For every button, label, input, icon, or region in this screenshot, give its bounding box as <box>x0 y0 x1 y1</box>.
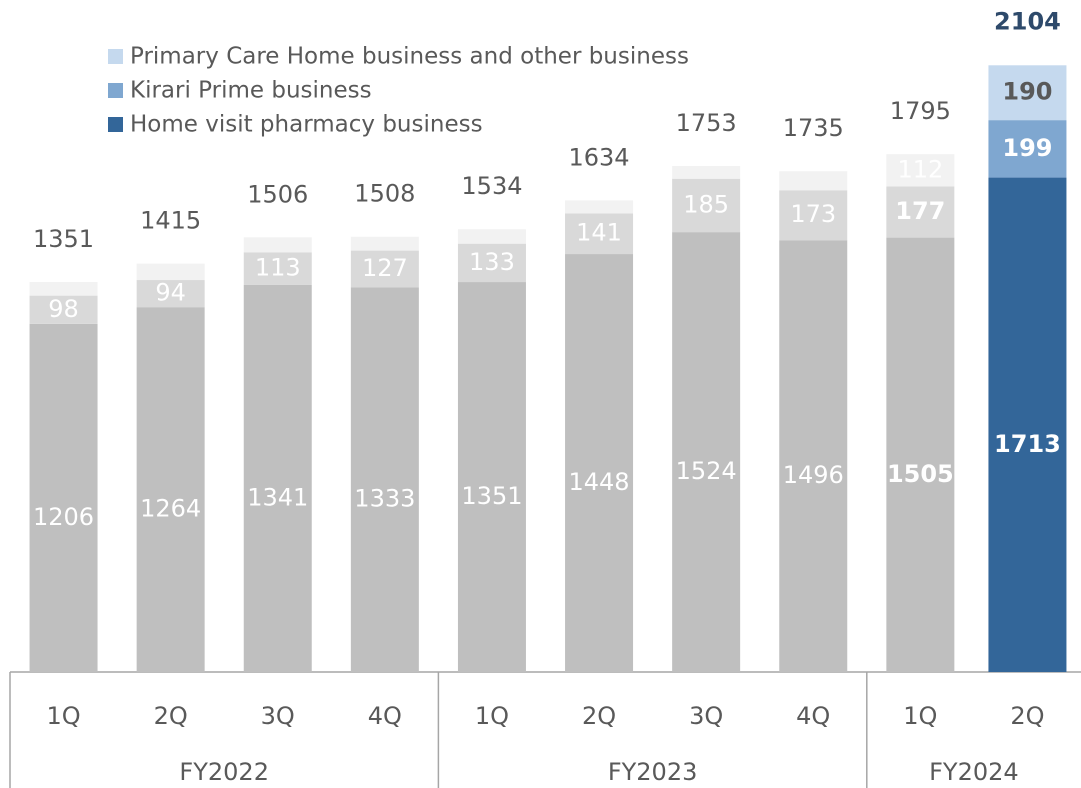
bar-segment <box>243 252 312 285</box>
bar-segment <box>779 171 848 191</box>
data-label: 133 <box>469 248 515 276</box>
data-label: 185 <box>683 190 729 218</box>
total-label: 1508 <box>354 180 415 208</box>
x-tick-label: 4Q <box>368 702 402 730</box>
data-label: 1341 <box>247 483 308 511</box>
data-label: 1448 <box>569 468 630 496</box>
bar-segment <box>988 177 1067 672</box>
data-label: 1713 <box>994 430 1061 458</box>
bar-segment <box>136 263 205 281</box>
data-label: 141 <box>576 219 622 247</box>
group-label: FY2024 <box>929 758 1019 786</box>
x-tick-label: 4Q <box>796 702 830 730</box>
bar-segment <box>779 190 848 241</box>
total-label: 1753 <box>676 109 737 137</box>
data-label: 1351 <box>461 482 522 510</box>
data-label: 127 <box>362 254 408 282</box>
bar-segment <box>350 250 419 288</box>
x-tick-label: 3Q <box>689 702 723 730</box>
total-label: 1634 <box>569 143 630 171</box>
bar-segment <box>886 186 955 238</box>
bar-segment <box>29 295 98 324</box>
bar-segment <box>350 236 419 251</box>
bar-segment <box>29 323 98 672</box>
data-label: 1505 <box>887 460 954 488</box>
data-label: 177 <box>895 197 945 225</box>
x-tick-label: 2Q <box>154 702 188 730</box>
x-tick-label: 1Q <box>46 702 80 730</box>
bar-segment <box>457 282 526 672</box>
data-label: 199 <box>1002 134 1052 162</box>
total-label: 1415 <box>140 207 201 235</box>
group-label: FY2023 <box>608 758 698 786</box>
bar-segment <box>672 232 741 673</box>
data-label: 190 <box>1002 78 1052 106</box>
bar-segment <box>565 200 634 214</box>
x-tick-label: 1Q <box>903 702 937 730</box>
bar-segment <box>350 287 419 672</box>
bar-segment <box>672 178 741 233</box>
bar-segment <box>243 237 312 253</box>
total-label: 1795 <box>890 97 951 125</box>
legend-swatch <box>108 49 123 64</box>
total-label: 1351 <box>33 225 94 253</box>
group-label: FY2022 <box>179 758 269 786</box>
bar-segment <box>457 243 526 283</box>
total-label: 1506 <box>247 180 308 208</box>
bar-segment <box>672 166 741 179</box>
data-label: 113 <box>255 254 301 282</box>
legend-label: Kirari Prime business <box>130 78 372 104</box>
x-tick-label: 3Q <box>261 702 295 730</box>
bar-segment <box>779 240 848 672</box>
x-tick-label: 2Q <box>582 702 616 730</box>
legend-swatch <box>108 83 123 98</box>
total-label: 1735 <box>783 114 844 142</box>
data-label: 112 <box>897 155 943 183</box>
total-label: 2104 <box>994 8 1061 36</box>
total-label: 1534 <box>461 172 522 200</box>
data-label: 1206 <box>33 503 94 531</box>
data-label: 1496 <box>783 461 844 489</box>
bar-segment <box>457 229 526 244</box>
legend-label: Home visit pharmacy business <box>130 112 483 138</box>
bar-segment <box>886 237 955 672</box>
bar-segment <box>565 254 634 672</box>
bar-segment <box>886 154 955 187</box>
bar-segment <box>988 65 1067 121</box>
bar-segment <box>29 282 98 296</box>
bar-segment <box>243 284 312 672</box>
legend-label: Primary Care Home business and other bus… <box>130 44 689 70</box>
bar-segment <box>988 120 1067 178</box>
data-label: 94 <box>155 279 186 307</box>
data-label: 1524 <box>676 457 737 485</box>
data-label: 173 <box>790 200 836 228</box>
data-label: 1264 <box>140 495 201 523</box>
bar-segment <box>136 307 205 672</box>
data-label: 1333 <box>354 485 415 513</box>
bar-segment <box>565 213 634 255</box>
x-tick-label: 1Q <box>475 702 509 730</box>
bar-segment <box>136 280 205 308</box>
legend-swatch <box>108 117 123 132</box>
data-label: 98 <box>48 295 79 323</box>
x-tick-label: 2Q <box>1010 702 1044 730</box>
